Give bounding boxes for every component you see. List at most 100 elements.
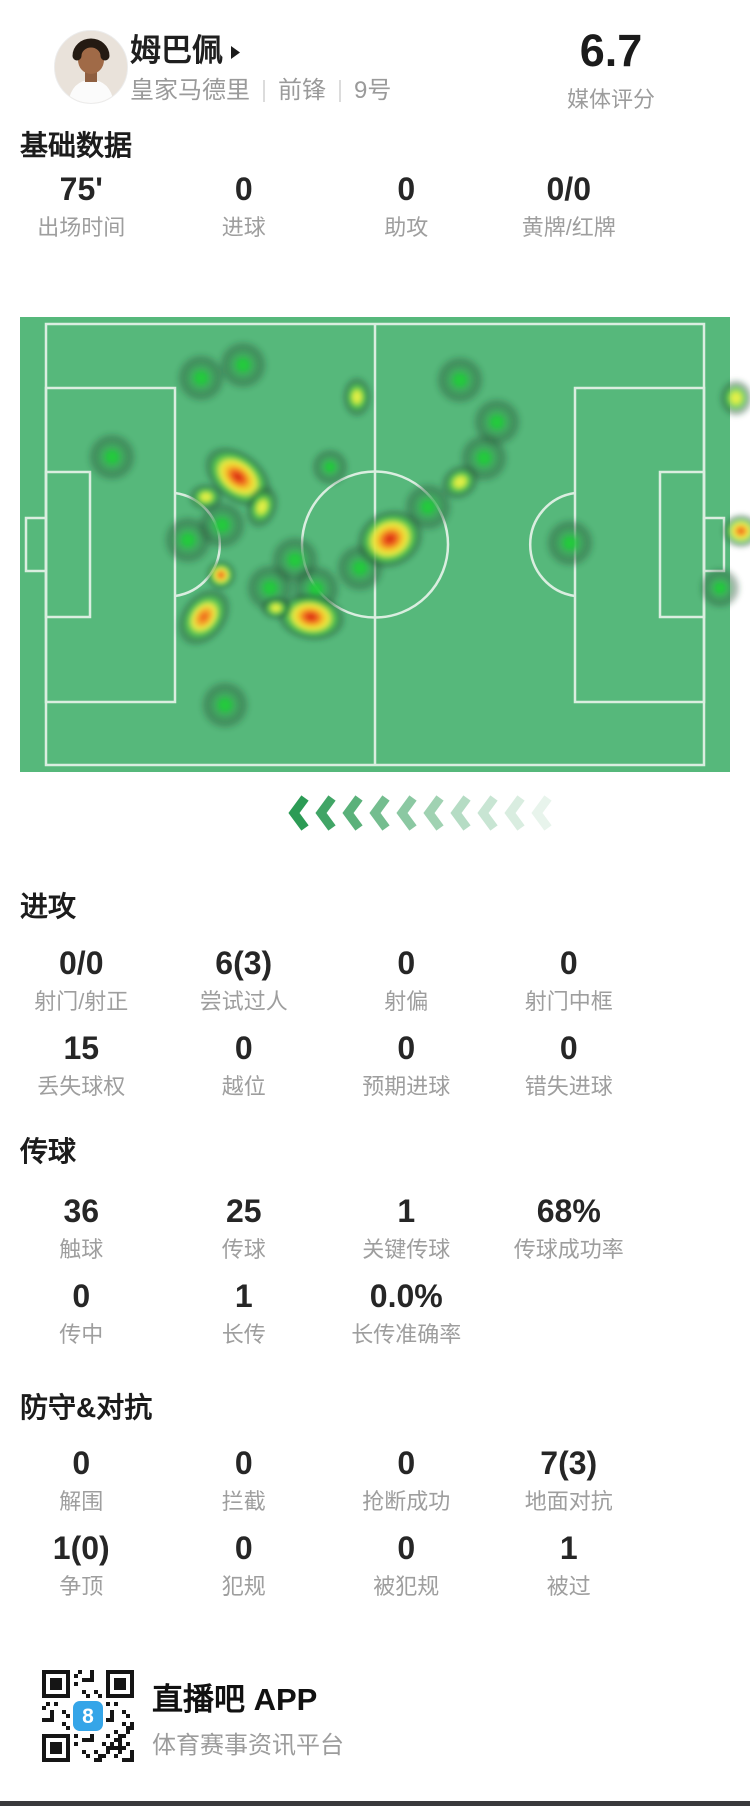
player-subtitle: 皇家马德里 前锋 9号 [130, 76, 391, 106]
bottom-divider [0, 1801, 750, 1806]
stat-cell: 1 关键传球 [325, 1192, 488, 1263]
stat-cell: 0 射门中框 [488, 944, 651, 1015]
stat-value: 0 [234, 1445, 253, 1481]
stat-value: 0 [397, 945, 416, 981]
section-title-basic: 基础数据 [20, 130, 133, 161]
stat-label: 地面对抗 [524, 1489, 613, 1514]
stat-value: 0 [397, 1445, 416, 1481]
stat-cell: 0 进球 [163, 170, 326, 241]
direction-chevrons-icon [288, 795, 552, 831]
app-name: 直播吧 APP [152, 1682, 318, 1717]
stat-cell: 0/0 射门/射正 [0, 944, 163, 1015]
separator [263, 80, 265, 102]
stat-cell: 1 被过 [488, 1529, 651, 1600]
shirt-number: 9号 [354, 77, 392, 104]
app-tagline: 体育赛事资讯平台 [152, 1732, 344, 1759]
section-title-attack: 进攻 [20, 891, 77, 922]
rating-value: 6.7 [579, 25, 643, 76]
section-title-defense: 防守&对抗 [20, 1392, 153, 1423]
stat-cell: 0 抢断成功 [325, 1444, 488, 1515]
stat-cell: 25 传球 [163, 1192, 326, 1263]
stat-label: 错失进球 [524, 1074, 613, 1099]
stat-label: 抢断成功 [362, 1489, 451, 1514]
player-photo [55, 31, 127, 103]
stat-cell: 1 长传 [163, 1277, 326, 1348]
stat-value: 0.0% [369, 1278, 443, 1314]
stat-label: 丢失球权 [37, 1074, 126, 1099]
zhibo8-logo [73, 1701, 103, 1731]
stat-label: 助攻 [384, 215, 429, 240]
stat-value: 0 [72, 1445, 91, 1481]
stat-cell: 0 错失进球 [488, 1029, 651, 1100]
rating-label: 媒体评分 [566, 87, 655, 112]
stat-value: 1 [234, 1278, 253, 1314]
stat-cell: 0 被犯规 [325, 1529, 488, 1600]
stat-label: 触球 [59, 1237, 104, 1262]
player-avatar[interactable] [54, 30, 128, 104]
stat-label: 越位 [221, 1074, 266, 1099]
attack-stats-grid: 0/0 射门/射正 6(3) 尝试过人 0 射偏 0 射门中框 15 丢失球权 0 越位 0 预期进球 0 错… [0, 944, 650, 1100]
stat-cell: 0.0% 长传准确率 [325, 1277, 488, 1348]
section-title-passing: 传球 [20, 1136, 77, 1167]
stat-cell: 0/0 黄牌/红牌 [488, 170, 651, 241]
stat-label: 出场时间 [37, 215, 126, 240]
stat-value: 0/0 [59, 945, 104, 981]
stat-cell: 0 犯规 [163, 1529, 326, 1600]
stat-value: 0 [234, 171, 253, 207]
stat-cell: 75' 出场时间 [0, 170, 163, 241]
svg-text:8: 8 [82, 1705, 94, 1728]
defense-stats-grid: 0 解围 0 拦截 0 抢断成功 7(3) 地面对抗 1(0) 争顶 0 犯规 0 被犯规 1 被过 [0, 1444, 650, 1600]
media-rating: 6.7 媒体评分 [567, 26, 655, 113]
stat-cell: 36 触球 [0, 1192, 163, 1263]
qr-code: 8 [42, 1670, 134, 1762]
separator [339, 80, 341, 102]
club-name: 皇家马德里 [130, 77, 250, 104]
stat-value: 7(3) [540, 1445, 598, 1481]
stat-cell: 0 传中 [0, 1277, 163, 1348]
play-triangle-icon [231, 45, 240, 59]
stat-value: 0 [559, 945, 578, 981]
stat-cell: 0 解围 [0, 1444, 163, 1515]
stat-label: 射门中框 [524, 989, 613, 1014]
stat-label: 争顶 [59, 1574, 104, 1599]
stat-value: 0 [397, 1530, 416, 1566]
stat-label: 黄牌/红牌 [521, 215, 616, 240]
stat-label: 传球成功率 [513, 1237, 624, 1262]
position-heatmap [20, 317, 750, 772]
stat-value: 6(3) [215, 945, 273, 981]
stat-label: 解围 [59, 1489, 104, 1514]
qr-code-image: 8 [42, 1670, 134, 1762]
stat-value: 0 [72, 1278, 91, 1314]
stat-cell: 6(3) 尝试过人 [163, 944, 326, 1015]
stat-label: 被过 [546, 1574, 591, 1599]
stat-label: 射偏 [384, 989, 429, 1014]
heat-blobs [86, 339, 750, 731]
stat-label: 长传 [221, 1322, 266, 1347]
player-name: 姆巴佩 [130, 33, 223, 68]
stat-value: 1 [397, 1193, 416, 1229]
player-name-row[interactable]: 姆巴佩 [130, 34, 241, 68]
stat-value: 0 [559, 1030, 578, 1066]
stat-value: 0 [234, 1530, 253, 1566]
stat-cell: 0 预期进球 [325, 1029, 488, 1100]
player-position: 前锋 [278, 77, 326, 104]
stat-cell: 0 射偏 [325, 944, 488, 1015]
stat-cell: 7(3) 地面对抗 [488, 1444, 651, 1515]
stat-cell: 15 丢失球权 [0, 1029, 163, 1100]
stat-label: 关键传球 [362, 1237, 451, 1262]
stat-cell: 1(0) 争顶 [0, 1529, 163, 1600]
stat-label: 长传准确率 [351, 1322, 462, 1347]
stat-value: 0 [397, 171, 416, 207]
stat-value: 15 [63, 1030, 100, 1066]
passing-stats-grid: 36 触球 25 传球 1 关键传球 68% 传球成功率 0 传中 1 长传 0.0% 长传准确率 [0, 1192, 650, 1348]
stat-label: 预期进球 [362, 1074, 451, 1099]
stat-cell: 0 拦截 [163, 1444, 326, 1515]
stat-value: 0 [234, 1030, 253, 1066]
stat-cell: 68% 传球成功率 [488, 1192, 651, 1263]
stat-value: 25 [225, 1193, 262, 1229]
stat-value: 1 [559, 1530, 578, 1566]
stat-value: 36 [63, 1193, 100, 1229]
stat-label: 进球 [221, 215, 266, 240]
stat-value: 68% [536, 1193, 601, 1229]
